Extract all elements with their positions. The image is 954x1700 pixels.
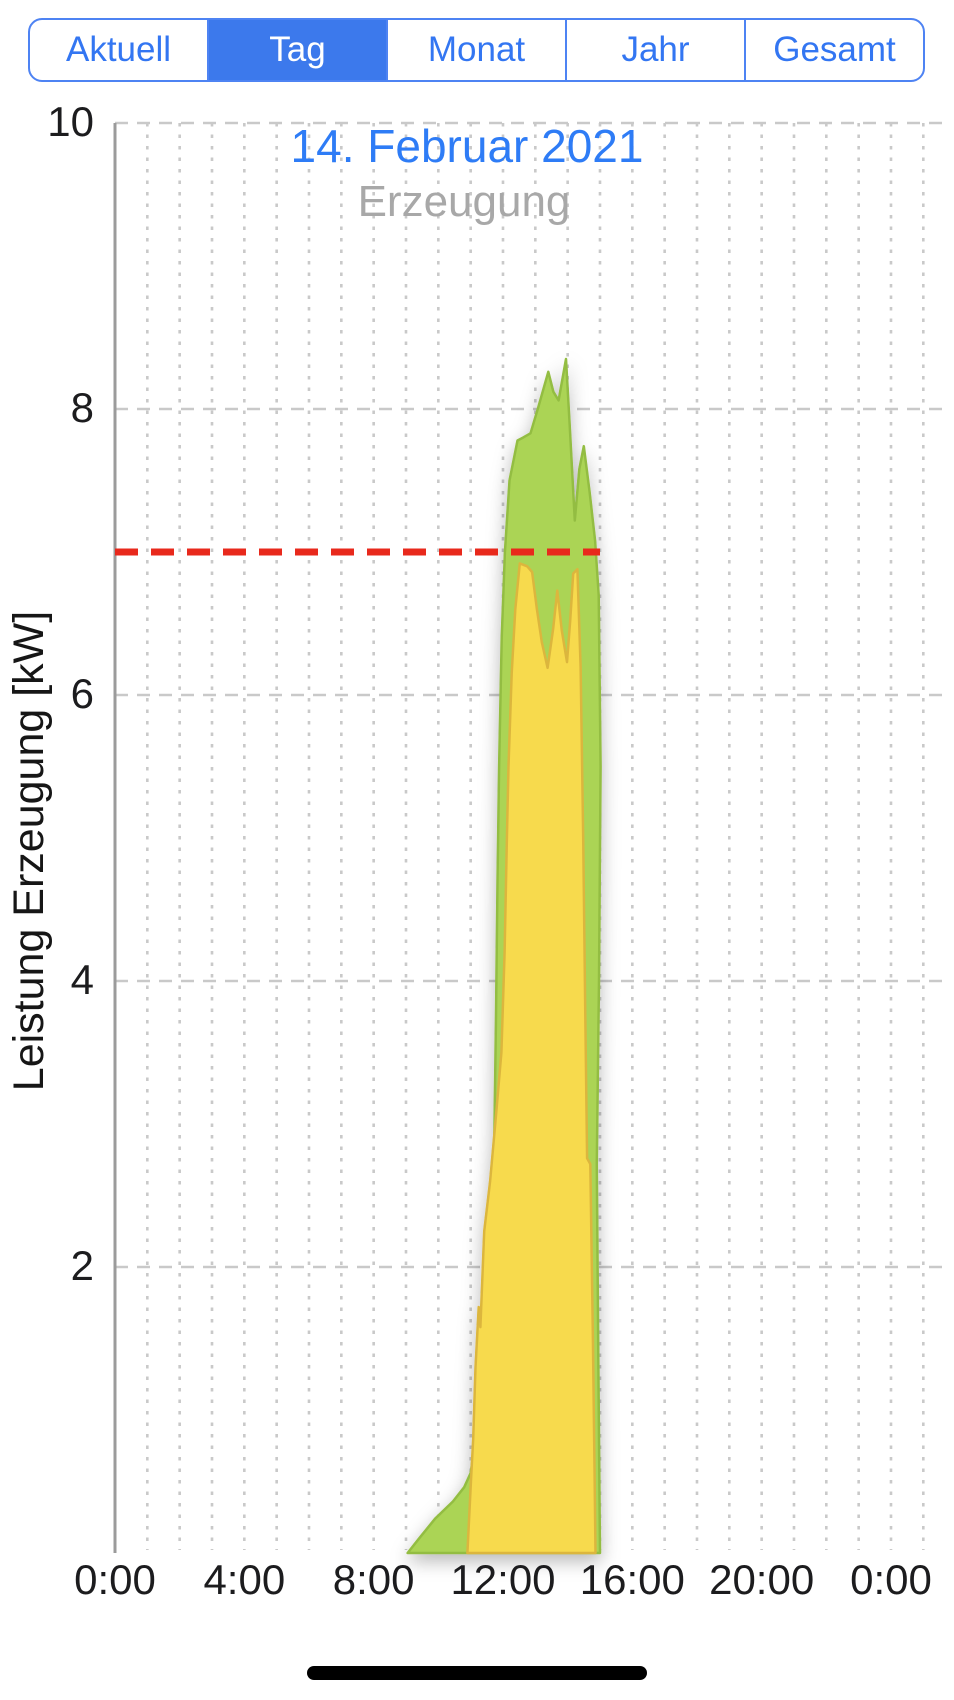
y-tick-label: 10 xyxy=(47,98,94,145)
x-tick-label: 4:00 xyxy=(203,1556,285,1603)
tab-jahr[interactable]: Jahr xyxy=(565,20,744,80)
x-tick-label: 12:00 xyxy=(450,1556,555,1603)
chart-subtitle: Erzeugung xyxy=(358,177,571,226)
y-tick-label: 2 xyxy=(71,1242,94,1289)
x-tick-label: 20:00 xyxy=(709,1556,814,1603)
y-axis-label: Leistung Erzeugung [kW] xyxy=(5,611,53,1091)
inner-yellow-area xyxy=(466,562,597,1555)
x-tick-label: 0:00 xyxy=(74,1556,156,1603)
tab-aktuell[interactable]: Aktuell xyxy=(65,30,172,69)
time-range-segmented-control: Aktuell Tag Monat Jahr Gesamt xyxy=(28,18,925,82)
y-tick-label: 8 xyxy=(71,384,94,431)
y-tick-label: 6 xyxy=(71,670,94,717)
tab-gesamt[interactable]: Gesamt xyxy=(744,20,923,80)
x-tick-label: 8:00 xyxy=(333,1556,415,1603)
x-tick-label: 0:00 xyxy=(850,1556,932,1603)
x-tick-label: 16:00 xyxy=(580,1556,685,1603)
area-series-group xyxy=(406,357,602,1555)
tab-monat[interactable]: Monat xyxy=(386,20,565,80)
home-indicator[interactable] xyxy=(307,1666,647,1680)
chart-title: 14. Februar 2021 xyxy=(291,120,644,172)
y-tick-label: 4 xyxy=(71,956,94,1003)
tab-tag[interactable]: Tag xyxy=(207,20,386,80)
